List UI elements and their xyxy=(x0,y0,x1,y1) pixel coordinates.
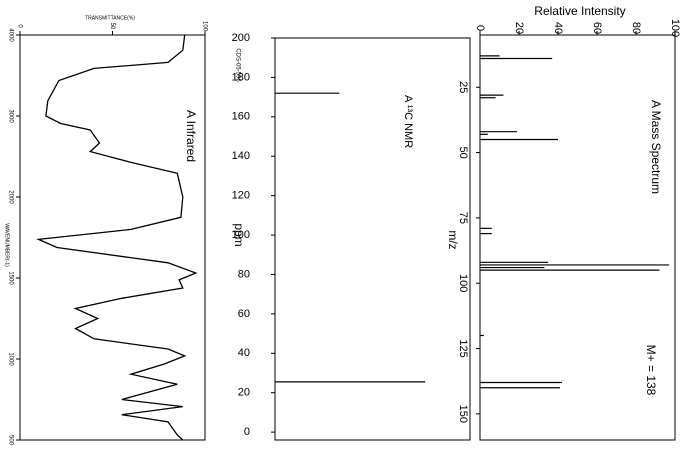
x-tick-label: 1000 xyxy=(7,352,13,366)
panel-title: A Mass Spectrum xyxy=(649,100,663,194)
x-axis-label: ppm xyxy=(232,223,246,246)
x-tick-label: 80 xyxy=(238,268,250,280)
y-tick-label: 40 xyxy=(552,22,564,34)
x-tick-label: 100 xyxy=(457,274,469,292)
y-tick-label: 20 xyxy=(513,22,525,34)
y-tick-label: 0 xyxy=(474,25,486,31)
x-tick-label: 125 xyxy=(457,339,469,357)
x-tick-label: 50 xyxy=(457,146,469,158)
x-tick-label: 150 xyxy=(457,405,469,423)
x-tick-label: 20 xyxy=(238,387,250,399)
y-tick-label: 60 xyxy=(591,22,603,34)
y-tick-label: 0 xyxy=(16,24,22,28)
x-tick-label: 0 xyxy=(244,426,250,438)
x-tick-label: 3000 xyxy=(7,109,13,123)
x-tick-label: 2000 xyxy=(7,190,13,204)
panel-title: A Infrared xyxy=(184,110,198,162)
x-tick-label: 180 xyxy=(232,71,250,83)
x-axis-label: WAVENUMBER(-1) xyxy=(4,223,10,267)
x-tick-label: 1500 xyxy=(7,271,13,285)
x-tick-label: 200 xyxy=(232,32,250,44)
panel-title: A ¹³C NMR xyxy=(402,95,414,148)
spectrum-line xyxy=(36,34,198,441)
annotation: CDS-05-596 xyxy=(234,48,240,82)
x-tick-label: 140 xyxy=(232,150,250,162)
x-tick-label: 500 xyxy=(7,435,13,446)
x-tick-label: 40 xyxy=(238,347,250,359)
y-axis-label: Relative Intensity xyxy=(534,4,625,18)
y-tick-label: 100 xyxy=(201,21,207,32)
x-tick-label: 120 xyxy=(232,190,250,202)
x-tick-label: 75 xyxy=(457,212,469,224)
plot-frame xyxy=(479,34,676,441)
x-tick-label: 100 xyxy=(232,229,250,241)
x-tick-label: 25 xyxy=(457,81,469,93)
annotation: M+ = 138 xyxy=(644,345,658,396)
y-tick-label: 80 xyxy=(630,22,642,34)
y-axis-label: TRANSMITTANCE(%) xyxy=(85,15,135,21)
y-tick-label: 50 xyxy=(109,23,115,30)
x-tick-label: 160 xyxy=(232,111,250,123)
plot-frame xyxy=(19,34,206,441)
plot-frame xyxy=(274,37,471,441)
x-tick-label: 60 xyxy=(238,308,250,320)
x-axis-label: m/z xyxy=(446,230,460,249)
y-tick-label: 100 xyxy=(669,19,681,37)
x-tick-label: 4000 xyxy=(7,28,13,42)
